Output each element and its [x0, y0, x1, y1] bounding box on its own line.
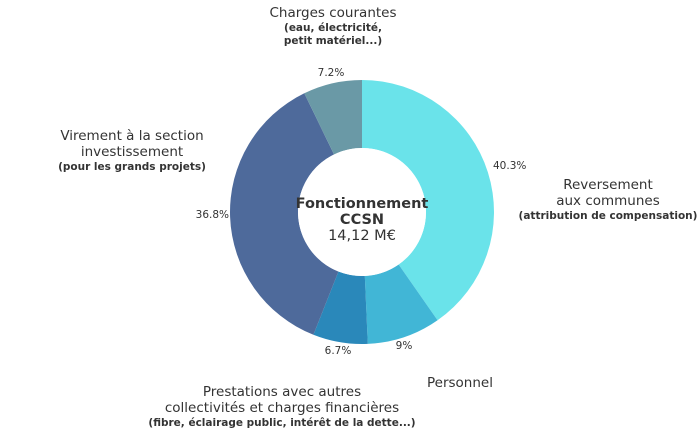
category-label-virement-a-la-section: Virement à la sectioninvestissement(pour…: [58, 128, 206, 173]
percent-label-virement-a-la-section: 36.8%: [196, 209, 229, 221]
donut-slices: [230, 80, 494, 344]
category-label-line: Personnel: [427, 375, 493, 391]
center-title-line: Fonctionnement: [296, 196, 429, 212]
slice-prestations-avec-autres: [313, 271, 368, 344]
slice-reversement: [362, 80, 494, 321]
percent-label-charges-courantes: 7.2%: [318, 67, 345, 79]
category-label-line: collectivités et charges financières: [165, 400, 399, 416]
donut-hole: [298, 148, 426, 276]
category-sublabel-line: (fibre, éclairage public, intérêt de la …: [148, 417, 415, 429]
category-sublabel-line: petit matériel...): [284, 35, 382, 47]
donut-center: Fonctionnement CCSN 14,12 M€: [296, 196, 429, 244]
percent-label-prestations-avec-autres: 6.7%: [325, 345, 352, 357]
percent-label-personnel: 9%: [396, 340, 413, 352]
category-label-charges-courantes: Charges courantes(eau, électricité,petit…: [269, 5, 396, 47]
category-label-line: Virement à la section: [60, 128, 203, 144]
center-total-value: 14,12 M€: [328, 228, 396, 244]
category-sublabel-line: (attribution de compensation): [519, 210, 697, 222]
category-label-line: aux communes: [556, 193, 660, 209]
category-sublabel-line: (pour les grands projets): [58, 161, 206, 173]
category-label-line: investissement: [81, 144, 183, 160]
center-title-line: CCSN: [340, 212, 384, 228]
category-label-personnel: Personnel: [427, 375, 493, 391]
slice-virement-a-la-section: [230, 93, 339, 335]
category-label-line: Reversement: [563, 177, 653, 193]
slice-charges-courantes: [304, 80, 362, 155]
category-sublabel-line: (eau, électricité,: [284, 22, 382, 34]
category-label-line: Prestations avec autres: [203, 384, 361, 400]
percentage-labels: 40.3% 9% 6.7% 36.8% 7.2%: [196, 67, 527, 357]
percent-label-reversement: 40.3%: [493, 160, 526, 172]
category-label-line: Charges courantes: [269, 5, 396, 21]
slice-personnel: [364, 264, 438, 344]
